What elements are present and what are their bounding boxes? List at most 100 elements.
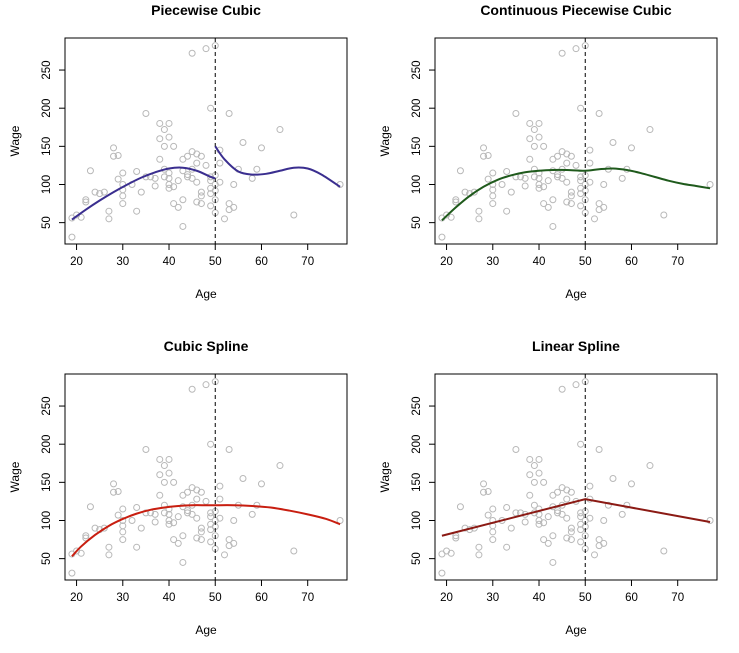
- data-point: [503, 504, 511, 512]
- x-tick-label: 40: [163, 592, 176, 604]
- data-point: [521, 182, 529, 190]
- data-point: [535, 505, 543, 513]
- data-point: [544, 539, 552, 547]
- data-point: [526, 471, 534, 479]
- data-point: [452, 196, 460, 204]
- data-point: [563, 514, 571, 522]
- data-point: [160, 173, 168, 181]
- data-point: [188, 385, 196, 393]
- data-point: [503, 207, 511, 215]
- data-point: [595, 536, 603, 544]
- data-point: [563, 178, 571, 186]
- data-point: [577, 173, 585, 181]
- x-tick-label: 60: [625, 256, 638, 268]
- panel-piecewise-cubic: Piecewise Cubic Age Wage 20 30 40 50 60 70 50 1…: [8, 2, 348, 301]
- data-point: [257, 480, 265, 488]
- data-point: [179, 532, 187, 540]
- y-tick-label: 100: [41, 175, 53, 194]
- data-point: [544, 513, 552, 521]
- data-point: [535, 184, 543, 192]
- data-point: [114, 487, 122, 495]
- data-point: [230, 539, 238, 547]
- y-tick-label: 150: [41, 137, 53, 156]
- data-point: [577, 538, 585, 546]
- data-point: [535, 119, 543, 127]
- data-point: [193, 495, 201, 503]
- data-point: [193, 198, 201, 206]
- data-point: [530, 126, 538, 134]
- data-point: [475, 551, 483, 559]
- data-point: [184, 488, 192, 496]
- data-point: [82, 196, 90, 204]
- data-point: [151, 518, 159, 526]
- data-point: [276, 126, 284, 134]
- data-point: [276, 462, 284, 470]
- data-point: [535, 520, 543, 528]
- x-tick-label: 30: [116, 256, 129, 268]
- data-point: [207, 202, 215, 210]
- data-point: [184, 507, 192, 515]
- data-point: [110, 144, 118, 152]
- data-point: [530, 165, 538, 173]
- x-tick-label: 50: [209, 256, 222, 268]
- data-point: [133, 207, 141, 215]
- data-point: [165, 133, 173, 141]
- data-point: [174, 539, 182, 547]
- x-tick-label: 30: [116, 592, 129, 604]
- data-point: [567, 152, 575, 160]
- data-point: [174, 203, 182, 211]
- data-point: [586, 482, 594, 490]
- plot-area: 20 30 40 50 60 70 50 100 150 200 250: [41, 373, 348, 604]
- x-tick-label: 30: [486, 256, 499, 268]
- data-point: [197, 524, 205, 532]
- data-point: [77, 549, 85, 557]
- data-point: [202, 497, 210, 505]
- data-point: [110, 480, 118, 488]
- plot-frame: [434, 373, 718, 581]
- data-point: [530, 173, 538, 181]
- data-point: [540, 519, 548, 527]
- data-point: [216, 159, 224, 167]
- data-point: [540, 536, 548, 544]
- data-point: [586, 514, 594, 522]
- data-point: [600, 516, 608, 524]
- data-point: [618, 510, 626, 518]
- data-point: [558, 49, 566, 57]
- data-point: [207, 538, 215, 546]
- data-point: [193, 534, 201, 542]
- data-point: [156, 155, 164, 163]
- data-point: [230, 203, 238, 211]
- data-point: [193, 514, 201, 522]
- data-point: [627, 144, 635, 152]
- y-tick-label: 150: [411, 473, 423, 492]
- data-point: [174, 513, 182, 521]
- data-point: [489, 528, 497, 536]
- data-point: [207, 440, 215, 448]
- data-point: [170, 519, 178, 527]
- data-point: [151, 510, 159, 518]
- data-point: [216, 482, 224, 490]
- data-point: [82, 532, 90, 540]
- data-point: [577, 202, 585, 210]
- panel-title: Continuous Piecewise Cubic: [480, 2, 672, 18]
- y-tick-label: 200: [411, 435, 423, 454]
- data-point: [151, 174, 159, 182]
- data-point: [600, 180, 608, 188]
- data-point: [156, 471, 164, 479]
- data-point: [137, 188, 145, 196]
- data-point: [540, 183, 548, 191]
- data-point: [91, 524, 99, 532]
- x-tick-label: 60: [255, 256, 268, 268]
- y-tick-label: 100: [411, 175, 423, 194]
- y-axis-label: Wage: [378, 461, 392, 492]
- data-point: [156, 135, 164, 143]
- panel-cubic-spline: Cubic Spline Age Wage 20 30 40 50 60 70 50 100 1…: [8, 338, 348, 637]
- y-tick-label: 150: [411, 137, 423, 156]
- data-point: [105, 207, 113, 215]
- data-point: [119, 169, 127, 177]
- data-point: [489, 169, 497, 177]
- data-point: [170, 536, 178, 544]
- data-point: [577, 177, 585, 185]
- data-point: [595, 200, 603, 208]
- data-point: [119, 528, 127, 536]
